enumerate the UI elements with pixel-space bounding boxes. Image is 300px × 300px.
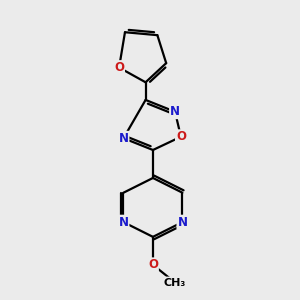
Text: N: N bbox=[118, 216, 128, 229]
Text: N: N bbox=[170, 105, 180, 118]
Text: CH₃: CH₃ bbox=[164, 278, 186, 287]
Text: O: O bbox=[148, 258, 158, 271]
Text: O: O bbox=[176, 130, 186, 143]
Text: N: N bbox=[177, 216, 188, 229]
Text: N: N bbox=[118, 132, 128, 145]
Text: O: O bbox=[114, 61, 124, 74]
